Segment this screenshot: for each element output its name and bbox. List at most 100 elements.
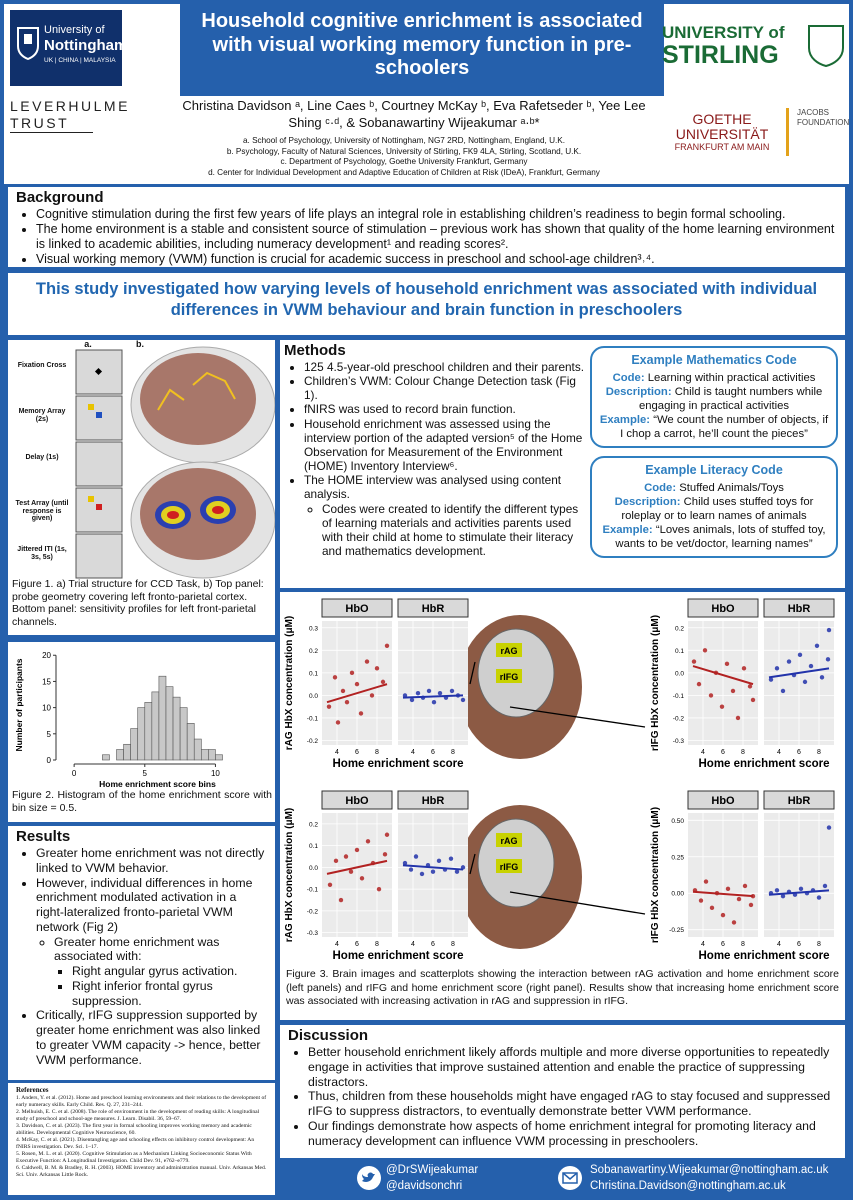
arrow	[469, 853, 476, 875]
logo-line: JACOBS	[797, 108, 830, 117]
point	[349, 670, 355, 676]
point	[348, 869, 354, 874]
point	[698, 898, 704, 903]
point	[344, 699, 350, 705]
y-tick-label: 0.1	[309, 843, 318, 850]
point	[797, 652, 803, 658]
bullet: 125 4.5-year-old preschool children and …	[304, 360, 584, 374]
point	[449, 688, 455, 694]
y-tick-label: 0.0	[309, 865, 318, 872]
header: Household cognitive enrichment is associ…	[4, 4, 849, 184]
point	[380, 679, 386, 685]
reference: 2. Melhuish, E. C. et al. (2008). The ro…	[16, 1108, 260, 1122]
point	[419, 871, 425, 877]
y-tick-label: 0.00	[671, 891, 684, 898]
code-line: Code: Learning within practical activiti…	[598, 371, 830, 385]
point	[431, 699, 437, 705]
bullet-list: Cognitive stimulation during the first f…	[16, 207, 837, 267]
x-tick-label: 10	[211, 769, 220, 778]
point	[436, 858, 442, 864]
code-label: Description:	[614, 495, 681, 508]
x-tick-label: 6	[431, 941, 435, 948]
code-title: Example Literacy Code	[645, 463, 783, 478]
logo-line: GOETHE	[692, 111, 752, 127]
x-tick-label: 8	[451, 749, 455, 756]
bar	[158, 675, 167, 761]
point	[724, 661, 730, 667]
fit-line	[326, 683, 388, 704]
point	[786, 659, 792, 664]
code-text: “Loves animals, lots of stuffed toy, wan…	[615, 524, 826, 551]
reference-list: 1. Anders, Y. et al. (2012). Home and pr…	[16, 1095, 267, 1179]
point	[354, 681, 360, 687]
y-tick-label: 10	[42, 704, 51, 713]
discussion-section: Discussion Better household enrichment l…	[280, 1025, 845, 1158]
panel-title: HbO	[711, 795, 735, 807]
methods-text: Methods 125 4.5-year-old preschool child…	[284, 342, 584, 558]
x-tick-label: 6	[797, 749, 801, 756]
x-tick-label: 6	[721, 941, 725, 948]
bar	[186, 723, 195, 761]
results-section: Results Greater home enrichment was not …	[8, 826, 275, 1080]
region	[496, 833, 522, 847]
reference: 3. Davidson, C. et al. (2023). The first…	[16, 1122, 252, 1136]
x-tick-label: 4	[701, 941, 705, 948]
bar	[102, 754, 110, 761]
point	[430, 869, 436, 874]
region	[496, 669, 522, 683]
fixation	[94, 367, 103, 376]
x-tick-label: 5	[143, 769, 148, 778]
code-box: Example Mathematics Code Code: Learning w…	[590, 346, 838, 449]
stirling-logo: UNIVERSITY of STIRLING	[662, 24, 847, 80]
code-label: Code:	[644, 481, 677, 494]
y-tick-label: 0.1	[675, 648, 684, 655]
y-axis-label: rIFG HbX concentration (μM)	[650, 807, 661, 943]
bullet: Right angular gyrus activation.	[72, 964, 267, 979]
trial-screen	[75, 395, 123, 441]
stimulus	[88, 496, 94, 502]
panel-header	[397, 790, 469, 810]
x-tick-label: 8	[375, 941, 379, 948]
y-tick-label: 5	[47, 730, 52, 739]
y-tick-label: -0.2	[307, 908, 319, 915]
point	[364, 659, 370, 664]
bullet: Cognitive stimulation during the first f…	[36, 207, 837, 222]
panel-label: a.	[84, 340, 92, 349]
methods-section: Methods 125 4.5-year-old preschool child…	[280, 340, 845, 588]
bar	[123, 743, 131, 761]
x-tick-label: 4	[411, 941, 415, 948]
logo-line: Nottingham	[44, 36, 128, 54]
bullet: Greater home enrichment was not directly…	[36, 846, 267, 876]
bullet: Codes were created to identify the diffe…	[322, 502, 584, 559]
y-tick-label: -0.3	[673, 738, 685, 745]
point	[691, 659, 697, 664]
x-tick-label: 4	[701, 749, 705, 756]
twitter-handle: @davidsonchri	[386, 1180, 463, 1192]
trial-step-label: Delay (1s)	[25, 454, 59, 461]
trial-step-label: Fixation Cross	[17, 362, 67, 369]
y-axis-label: Number of participants	[14, 658, 24, 751]
code-text: “We count the number of objects, if I ch…	[620, 413, 829, 441]
y-axis-label: rIFG HbX concentration (μM)	[650, 615, 661, 751]
bullet: The home environment is a stable and con…	[36, 222, 837, 252]
bullet: Thus, children from these households mig…	[308, 1089, 837, 1119]
sub-list: Greater home enrichment was associated w…	[36, 935, 267, 1009]
code-text: Child uses stuffed toys for roleplay or …	[621, 495, 814, 523]
x-tick-label: 4	[335, 941, 339, 948]
y-tick-label: 0.50	[671, 818, 684, 825]
logo-line: TRUST	[10, 115, 94, 133]
x-axis-label: Home enrichment score	[332, 950, 463, 962]
bullet: Greater home enrichment was associated w…	[54, 935, 267, 1009]
point	[696, 681, 702, 687]
logo-line: FRANKFURT AM MAIN	[674, 141, 770, 152]
x-tick-label: 6	[355, 941, 359, 948]
point	[326, 704, 332, 709]
section-heading: Background	[16, 189, 104, 206]
point	[814, 643, 820, 648]
x-tick-label: 8	[741, 749, 745, 756]
point	[780, 893, 786, 899]
point	[343, 854, 349, 859]
point	[332, 675, 338, 680]
bullet-list: 125 4.5-year-old preschool children and …	[284, 360, 584, 558]
section-heading: Results	[16, 828, 71, 845]
